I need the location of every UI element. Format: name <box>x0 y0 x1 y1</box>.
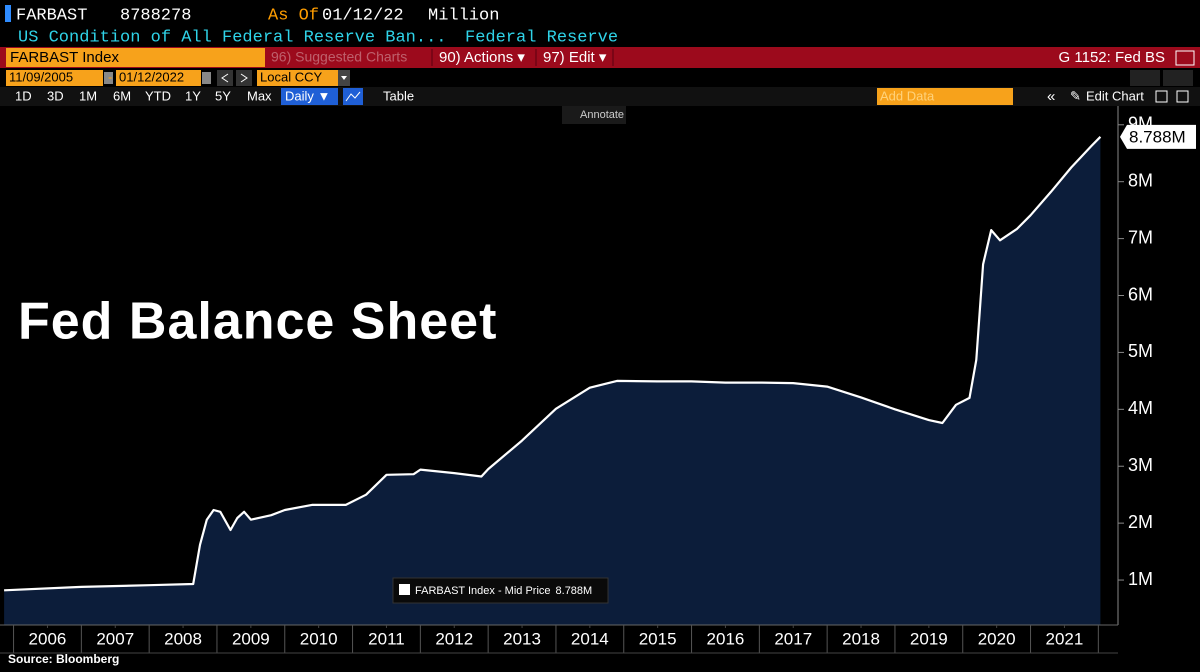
period-button[interactable]: 1Y <box>185 88 201 103</box>
icon-button[interactable] <box>1155 90 1168 103</box>
period-button[interactable]: 6M <box>113 88 131 103</box>
prev-arrow <box>221 73 229 83</box>
x-tick-label: 2013 <box>503 629 541 648</box>
annotate-button[interactable] <box>562 106 626 124</box>
y-tick-label: 3M <box>1128 455 1153 475</box>
line <box>4 136 1102 592</box>
annotate[interactable]: Annotate <box>580 109 624 121</box>
end-date[interactable]: 01/12/2022 <box>119 69 184 84</box>
legend-value: 8.788M <box>556 585 593 597</box>
legend-swatch <box>399 584 410 595</box>
period-button[interactable]: 1M <box>79 88 97 103</box>
add-data[interactable]: Add Data <box>880 88 935 103</box>
frequency[interactable]: Daily ▼ <box>285 88 330 103</box>
icon-button[interactable] <box>1176 90 1189 103</box>
description: US Condition of All Federal Reserve Ban.… <box>18 28 446 47</box>
prev-button[interactable] <box>217 70 233 86</box>
last-value-tag <box>1120 124 1196 149</box>
x-tick-label: 2009 <box>232 629 270 648</box>
redo-button[interactable] <box>1163 70 1193 86</box>
edit-icon: ✎ <box>1070 88 1081 103</box>
x-tick-label: 2006 <box>29 629 67 648</box>
x-tick-label: 2008 <box>164 629 202 648</box>
footer-source: Source: Bloomberg <box>8 652 119 666</box>
edit-menu[interactable]: 97) Edit ▾ <box>543 49 607 66</box>
period-bar <box>0 87 1200 106</box>
security-box[interactable] <box>6 48 265 67</box>
x-tick-label: 2011 <box>368 629 405 648</box>
x-tick-label: 2015 <box>639 629 677 648</box>
period-buttons: 1D 3D 1M 6M YTD 1Y 5Y Max <box>15 88 272 103</box>
security[interactable]: FARBAST Index <box>10 49 119 66</box>
line-icon <box>345 91 361 102</box>
last-value-label: 8.788M <box>1129 127 1186 146</box>
currency-box[interactable] <box>257 70 338 86</box>
dropdown-arrow <box>341 76 347 80</box>
y-tick-label: 2M <box>1128 512 1153 532</box>
actions-menu[interactable]: 90) Actions ▾ <box>439 49 525 66</box>
source-name: Federal Reserve <box>465 28 618 47</box>
legend-box <box>392 577 609 604</box>
x-tick-label: 2012 <box>435 629 473 648</box>
x-tick-label: 2014 <box>571 629 609 648</box>
y-tick-label: 6M <box>1128 284 1153 304</box>
calendar-icon[interactable] <box>202 72 211 84</box>
x-tick-label: 2007 <box>96 629 134 648</box>
x-tick-label: 2020 <box>978 629 1016 648</box>
collapse-button[interactable]: « <box>1047 88 1055 105</box>
y-tick-label: 4M <box>1128 398 1153 418</box>
edit-chart[interactable]: Edit Chart <box>1086 88 1144 103</box>
ticker: FARBAST <box>16 6 87 25</box>
next-button[interactable] <box>236 70 252 86</box>
period-button[interactable]: 1D <box>15 88 32 103</box>
period-button[interactable]: YTD <box>145 88 171 103</box>
icon-button[interactable] <box>1175 50 1195 66</box>
y-tick-label: 7M <box>1128 227 1153 247</box>
as-of-label: As Of <box>268 6 319 25</box>
period-button[interactable]: 3D <box>47 88 64 103</box>
undo-button[interactable] <box>1130 70 1160 86</box>
area <box>4 136 1101 626</box>
calendar-icon[interactable] <box>104 72 113 84</box>
date-dash: - <box>108 69 112 84</box>
x-tick-label: 2019 <box>910 629 948 648</box>
as-of-date: 01/12/22 <box>322 6 404 25</box>
x-tick-label: 2018 <box>842 629 880 648</box>
table-button[interactable]: Table <box>383 88 414 103</box>
x-tick-label: 2021 <box>1046 629 1084 648</box>
x-tick-label: 2010 <box>300 629 338 648</box>
y-tick-label: 1M <box>1128 569 1153 589</box>
suggested-charts[interactable]: 96) Suggested Charts <box>271 49 407 65</box>
legend-label: FARBAST Index - Mid Price <box>415 585 551 597</box>
action-bar <box>0 47 1200 68</box>
end-date-box[interactable] <box>116 70 201 86</box>
add-data-box[interactable] <box>877 88 1013 105</box>
y-tick-label: 8M <box>1128 170 1153 190</box>
start-date-box[interactable] <box>6 70 103 86</box>
period-button[interactable]: 5Y <box>215 88 231 103</box>
currency[interactable]: Local CCY <box>260 69 322 84</box>
next-arrow <box>240 73 248 83</box>
chart-id: G 1152: Fed BS <box>1059 49 1165 66</box>
units: Million <box>428 6 499 25</box>
marker <box>5 5 11 22</box>
start-date[interactable]: 11/09/2005 <box>9 69 73 84</box>
y-tick-label: 5M <box>1128 341 1153 361</box>
annotation: Fed Balance Sheet <box>18 293 497 351</box>
x-tick-label: 2017 <box>774 629 812 648</box>
frequency-box[interactable] <box>281 88 338 105</box>
period-button[interactable]: Max <box>247 88 272 103</box>
plot: FARBAST Index - Mid Price 8.788M <box>0 106 1118 626</box>
x-tick-label: 2016 <box>707 629 745 648</box>
last-value: 8788278 <box>120 6 191 25</box>
